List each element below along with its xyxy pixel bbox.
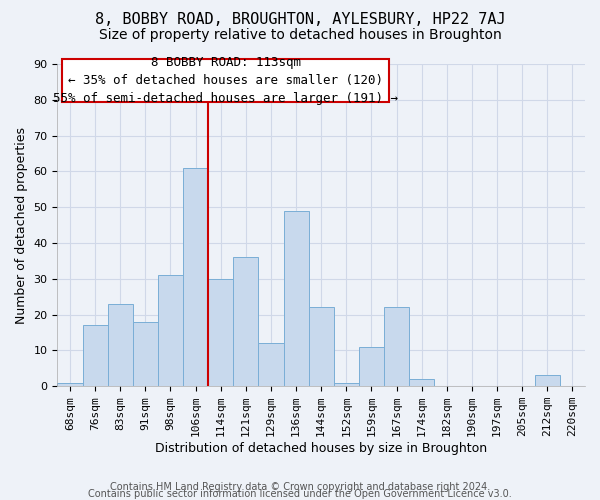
Bar — [158, 275, 183, 386]
Bar — [107, 304, 133, 386]
Bar — [334, 382, 359, 386]
Bar — [359, 347, 384, 386]
Bar — [409, 379, 434, 386]
Bar — [308, 308, 334, 386]
Bar — [183, 168, 208, 386]
Y-axis label: Number of detached properties: Number of detached properties — [15, 126, 28, 324]
Text: 8 BOBBY ROAD: 113sqm
← 35% of detached houses are smaller (120)
55% of semi-deta: 8 BOBBY ROAD: 113sqm ← 35% of detached h… — [53, 56, 398, 104]
Bar — [208, 279, 233, 386]
X-axis label: Distribution of detached houses by size in Broughton: Distribution of detached houses by size … — [155, 442, 487, 455]
Bar — [58, 382, 83, 386]
Text: Size of property relative to detached houses in Broughton: Size of property relative to detached ho… — [98, 28, 502, 42]
Text: Contains HM Land Registry data © Crown copyright and database right 2024.: Contains HM Land Registry data © Crown c… — [110, 482, 490, 492]
Bar — [83, 326, 107, 386]
Bar — [233, 258, 259, 386]
FancyBboxPatch shape — [62, 58, 389, 102]
Bar — [259, 343, 284, 386]
Bar — [384, 308, 409, 386]
Bar — [133, 322, 158, 386]
Text: Contains public sector information licensed under the Open Government Licence v3: Contains public sector information licen… — [88, 489, 512, 499]
Bar — [535, 376, 560, 386]
Bar — [284, 210, 308, 386]
Text: 8, BOBBY ROAD, BROUGHTON, AYLESBURY, HP22 7AJ: 8, BOBBY ROAD, BROUGHTON, AYLESBURY, HP2… — [95, 12, 505, 28]
